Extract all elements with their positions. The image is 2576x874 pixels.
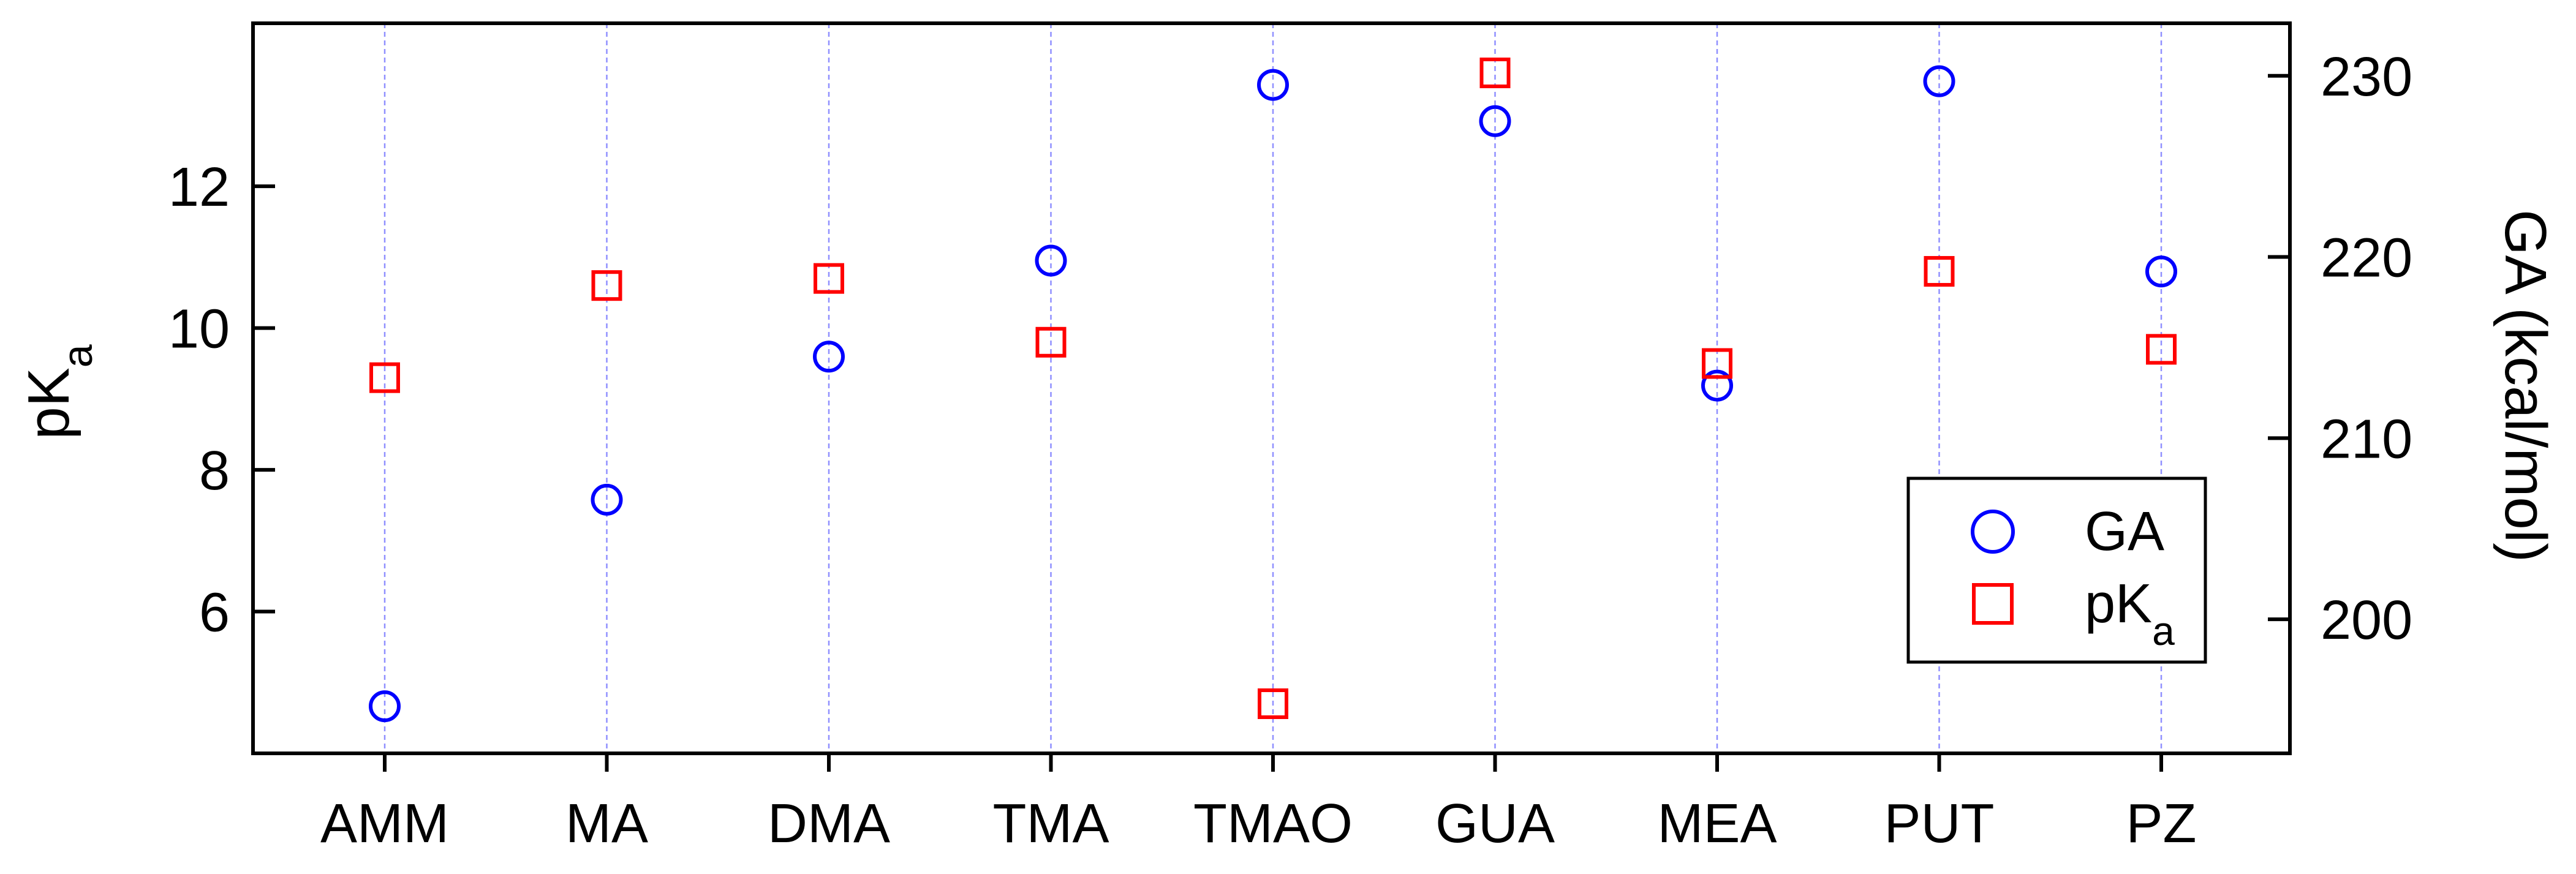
ga-point xyxy=(1701,369,1733,402)
x-tick-label: MA xyxy=(565,793,648,854)
legend: GA pKa xyxy=(1906,477,2207,664)
x-tick-label: DMA xyxy=(768,793,890,854)
legend-pka-label: pKa xyxy=(2085,573,2175,654)
left-axis-title: pKa xyxy=(16,344,101,439)
legend-ga-label: GA xyxy=(2085,501,2164,562)
pka-point xyxy=(1258,688,1288,719)
left-axis-title-main: pK xyxy=(16,367,81,439)
x-tick-label: MEA xyxy=(1657,793,1777,854)
pka-point xyxy=(591,270,622,301)
pka-point xyxy=(1035,326,1067,358)
legend-pka-label-main: pK xyxy=(2085,573,2152,635)
x-tick-label: PUT xyxy=(1884,793,1995,854)
left-tick-label: 6 xyxy=(199,582,230,644)
pka-point xyxy=(814,263,844,294)
x-tick-label: TMA xyxy=(993,793,1109,854)
left-axis-title-sub: a xyxy=(55,344,101,367)
ga-point xyxy=(1923,65,1955,97)
x-tick-label: TMAO xyxy=(1193,793,1353,854)
right-axis-title: GA (kcal/mol) xyxy=(2493,209,2558,562)
left-tick-label: 10 xyxy=(168,299,230,360)
ga-point xyxy=(591,483,623,516)
x-tick-label: PZ xyxy=(2126,793,2196,854)
ga-point xyxy=(2145,255,2177,288)
legend-pka-marker xyxy=(1972,583,2014,625)
right-tick-label: 230 xyxy=(2321,47,2412,108)
ga-point xyxy=(1257,69,1289,101)
right-tick-label: 210 xyxy=(2321,409,2412,470)
x-tick-label: AMM xyxy=(320,793,449,854)
left-tick-label: 8 xyxy=(199,440,230,502)
pka-point xyxy=(1924,256,1955,287)
legend-box xyxy=(1906,477,2207,664)
grid-lines xyxy=(383,23,2162,753)
legend-ga-marker xyxy=(1971,510,2015,554)
ga-point xyxy=(813,341,845,373)
legend-pka-label-sub: a xyxy=(2152,608,2175,654)
pka-point xyxy=(1479,58,1511,89)
pka-point xyxy=(2146,334,2177,365)
right-tick-label: 220 xyxy=(2321,228,2412,289)
ga-point xyxy=(369,690,401,723)
pka-point xyxy=(1702,348,1732,379)
left-tick-label: 12 xyxy=(168,157,230,218)
right-tick-label: 200 xyxy=(2321,590,2412,651)
pka-point xyxy=(369,362,400,393)
ga-point xyxy=(1479,105,1511,137)
x-tick-label: GUA xyxy=(1435,793,1555,854)
data-marks xyxy=(369,58,2177,723)
ga-point xyxy=(1035,244,1067,277)
axis-ticks: AMM MA DMA TMA TMAO GUA MEA PUT PZ 6 8 10 12 200 210 22… xyxy=(168,47,2412,854)
